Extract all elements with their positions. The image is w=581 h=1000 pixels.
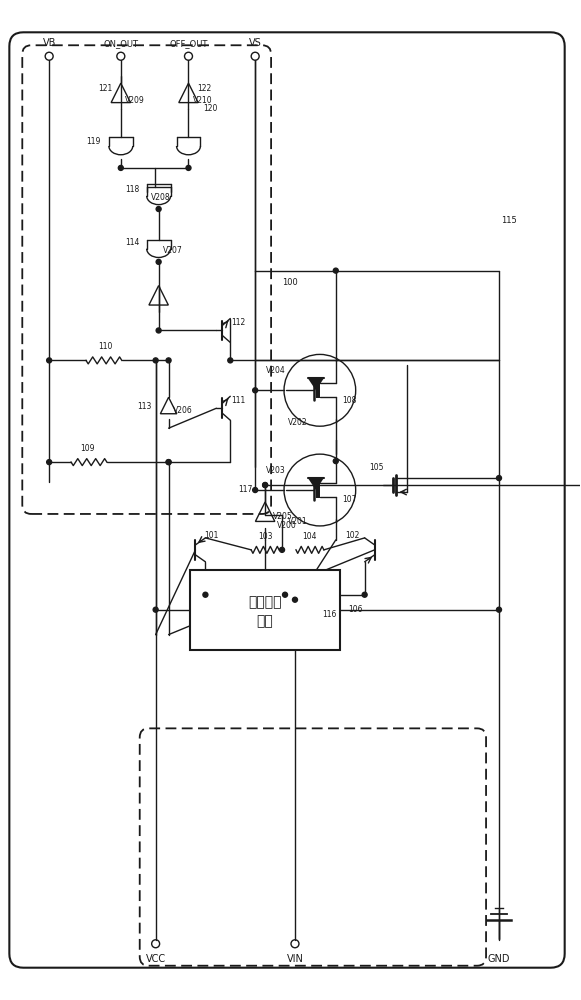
Text: 111: 111 — [231, 396, 245, 405]
Circle shape — [153, 607, 158, 612]
Circle shape — [253, 488, 257, 493]
Text: 108: 108 — [343, 396, 357, 405]
Circle shape — [253, 388, 257, 393]
Text: GND: GND — [487, 954, 510, 964]
Circle shape — [333, 268, 338, 273]
Text: 114: 114 — [125, 238, 140, 247]
Circle shape — [166, 460, 171, 465]
Circle shape — [263, 483, 268, 488]
Text: 电路: 电路 — [257, 615, 274, 629]
Text: V200: V200 — [277, 521, 297, 530]
Text: 103: 103 — [258, 532, 272, 541]
Circle shape — [292, 597, 297, 602]
Circle shape — [156, 259, 161, 264]
Text: 118: 118 — [125, 185, 140, 194]
Text: 101: 101 — [204, 531, 218, 540]
Circle shape — [263, 483, 268, 488]
Text: 116: 116 — [322, 610, 337, 619]
Circle shape — [228, 358, 233, 363]
Text: V202: V202 — [288, 418, 308, 427]
Text: 110: 110 — [99, 342, 113, 351]
Text: V201: V201 — [288, 517, 308, 526]
Text: V204: V204 — [266, 366, 286, 375]
Circle shape — [166, 460, 171, 465]
Text: V203: V203 — [266, 466, 286, 475]
Text: V210: V210 — [193, 96, 212, 105]
Text: 102: 102 — [346, 531, 360, 540]
Bar — [316, 382, 320, 398]
Text: 119: 119 — [86, 137, 100, 146]
Text: 122: 122 — [198, 84, 211, 93]
Text: V206: V206 — [173, 406, 192, 415]
Polygon shape — [308, 378, 324, 390]
Text: V208: V208 — [151, 193, 170, 202]
Text: ON_OUT: ON_OUT — [103, 39, 138, 48]
Circle shape — [497, 476, 501, 481]
Text: 115: 115 — [501, 216, 517, 225]
Bar — [316, 482, 320, 498]
Text: V207: V207 — [163, 246, 182, 255]
Text: 107: 107 — [342, 495, 357, 504]
Polygon shape — [308, 478, 324, 490]
Text: 100: 100 — [282, 278, 298, 287]
Circle shape — [156, 207, 161, 212]
Text: V209: V209 — [125, 96, 145, 105]
Circle shape — [497, 607, 501, 612]
Text: 113: 113 — [138, 402, 152, 411]
Circle shape — [156, 328, 161, 333]
Circle shape — [203, 592, 208, 597]
Text: 120: 120 — [203, 104, 217, 113]
Text: 121: 121 — [98, 84, 112, 93]
Text: 106: 106 — [349, 605, 363, 614]
Text: VCC: VCC — [146, 954, 166, 964]
Text: 109: 109 — [80, 444, 94, 453]
Circle shape — [333, 459, 338, 464]
Circle shape — [186, 165, 191, 170]
Text: OFF_OUT: OFF_OUT — [169, 39, 207, 48]
Text: 117: 117 — [238, 485, 252, 494]
Text: VS: VS — [249, 38, 261, 48]
Text: 105: 105 — [370, 463, 384, 472]
Text: 112: 112 — [231, 318, 245, 327]
Text: VB: VB — [42, 38, 56, 48]
FancyBboxPatch shape — [191, 570, 340, 650]
Circle shape — [362, 592, 367, 597]
Circle shape — [282, 592, 288, 597]
Circle shape — [153, 358, 158, 363]
Text: V205: V205 — [273, 512, 293, 521]
Circle shape — [166, 358, 171, 363]
Circle shape — [119, 165, 123, 170]
Circle shape — [46, 358, 52, 363]
Circle shape — [279, 547, 285, 552]
Text: 脉冲发生: 脉冲发生 — [248, 595, 282, 609]
Circle shape — [46, 460, 52, 465]
Text: VIN: VIN — [286, 954, 303, 964]
Text: 104: 104 — [303, 532, 317, 541]
